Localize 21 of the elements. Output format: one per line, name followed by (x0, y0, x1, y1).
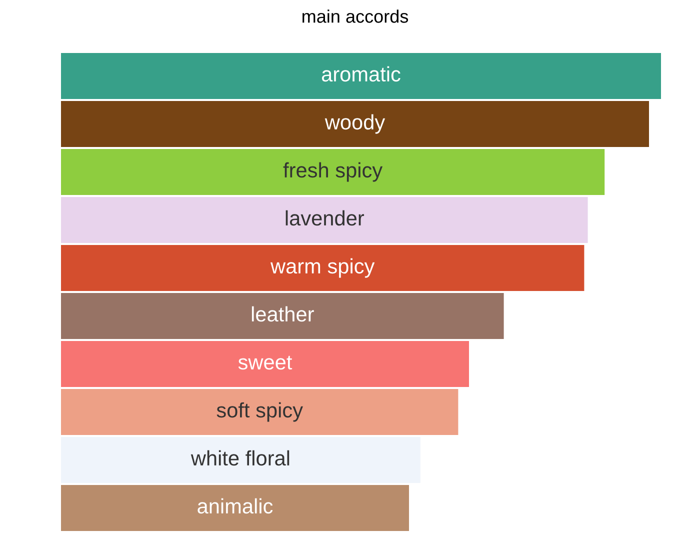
bar (61, 52, 661, 100)
bar (61, 100, 649, 148)
bar (61, 244, 584, 292)
y-tick-label: soft spicy (216, 402, 303, 422)
y-tick-label: fresh spicy (283, 162, 383, 182)
y-tick-label: warm spicy (270, 258, 375, 278)
y-tick-label: woody (324, 114, 386, 134)
bar (61, 148, 605, 196)
bar (61, 388, 458, 436)
chart-title: main accords (302, 10, 408, 23)
y-tick-label: sweet (238, 356, 292, 370)
y-tick-label: lavender (286, 210, 364, 226)
bar (61, 292, 504, 340)
y-tick-label: aromatic (322, 66, 400, 82)
bar (61, 484, 409, 532)
y-tick-label: leather (252, 306, 314, 322)
bar (61, 340, 469, 388)
y-tick-label: white floral (190, 450, 290, 466)
y-tick-label: animalic (198, 498, 273, 514)
bar (61, 436, 420, 484)
bar (61, 196, 588, 244)
